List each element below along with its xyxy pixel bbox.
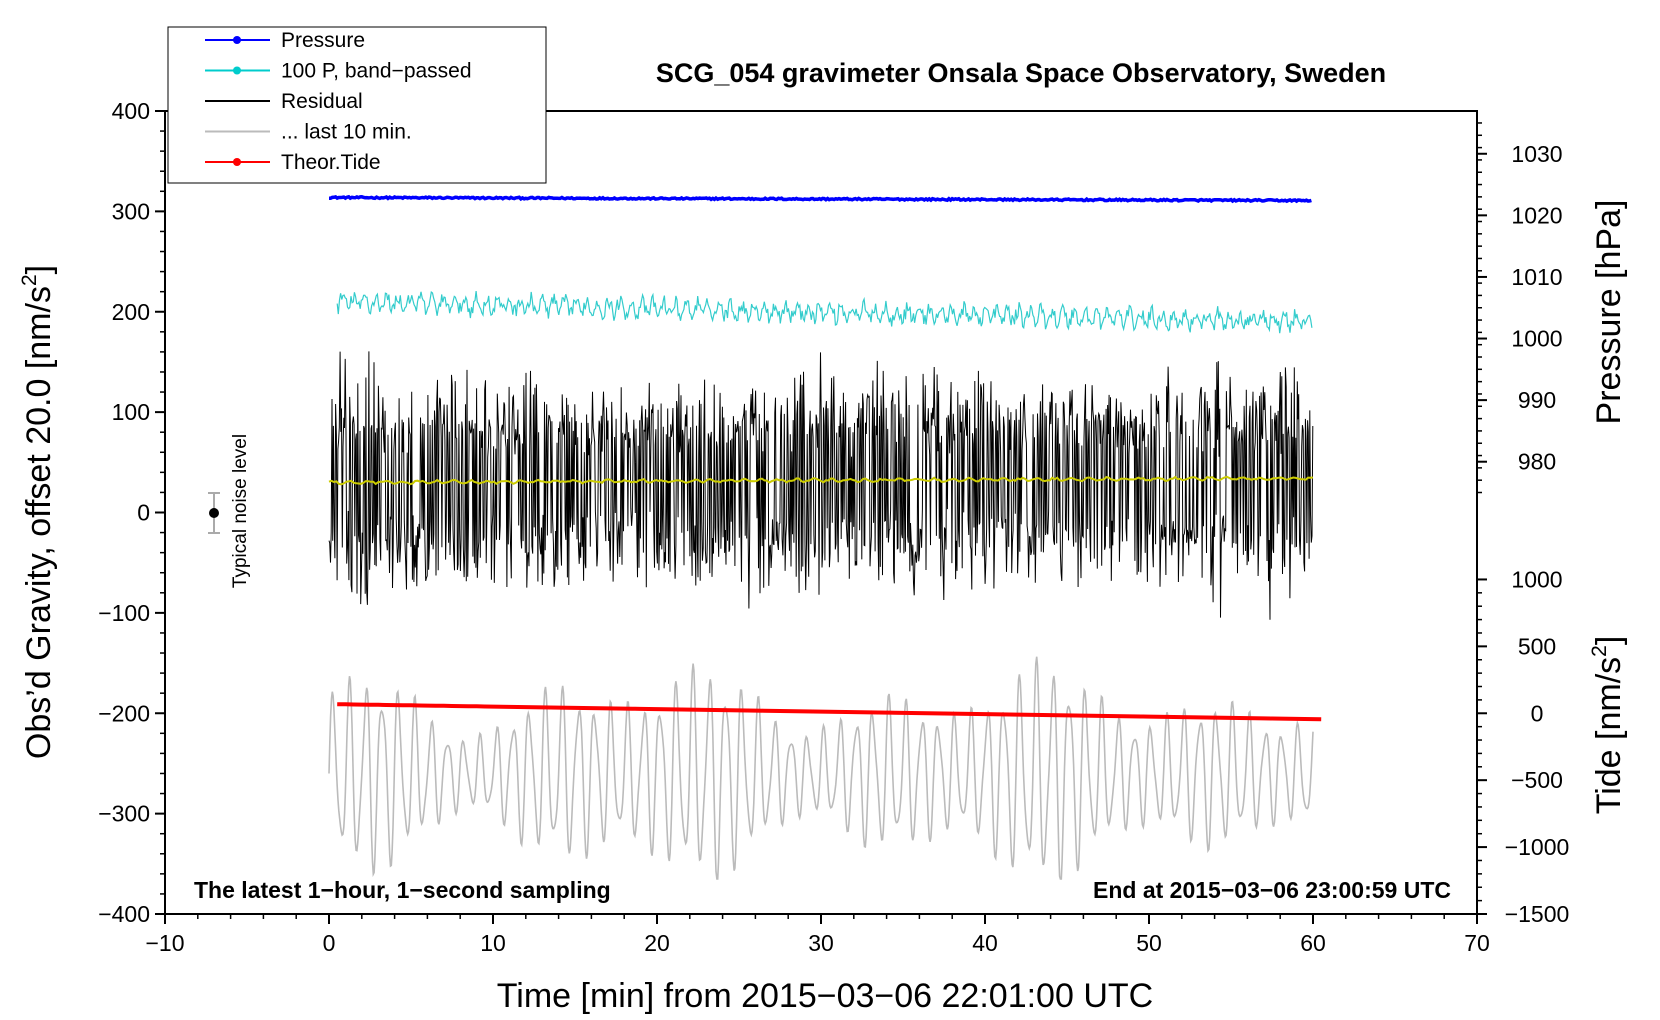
- legend-label: Residual: [281, 90, 363, 113]
- chart-title: SCG_054 gravimeter Onsala Space Observat…: [656, 58, 1386, 88]
- x-tick-label: 40: [972, 930, 998, 956]
- tide-axis-label-main: Tide [nm/s: [1590, 657, 1628, 814]
- tide-tick-label: 500: [1518, 633, 1556, 659]
- y-axis-label: Obs’d Gravity, offset 20.0 [nm/s2]: [18, 265, 58, 759]
- series-theor-tide: [337, 702, 1322, 722]
- tide-tick-label: 1000: [1511, 566, 1562, 592]
- pressure-axis-label: Pressure [hPa]: [1590, 200, 1628, 425]
- series-pressure: [329, 194, 1312, 204]
- y-axis-label-main: Obs’d Gravity, offset 20.0 [nm/s: [20, 286, 58, 759]
- legend-label: Theor.Tide: [281, 151, 381, 174]
- x-tick-label: 50: [1136, 930, 1162, 956]
- x-tick-label: −10: [145, 930, 184, 956]
- y-tick-label: −300: [98, 801, 150, 827]
- legend-item: 100 P, band−passed: [205, 60, 472, 83]
- pressure-tick-label: 1020: [1511, 202, 1562, 228]
- y-tick-label: −400: [98, 901, 150, 927]
- x-tick-label: 20: [644, 930, 670, 956]
- legend-label: 100 P, band−passed: [281, 60, 472, 83]
- y-tick-label: 100: [112, 399, 150, 425]
- pressure-tick-label: 1010: [1511, 264, 1562, 290]
- x-tick-label: 30: [808, 930, 834, 956]
- y-tick-label: 400: [112, 98, 150, 124]
- legend-marker: [233, 36, 241, 44]
- y-axis-label-end: ]: [20, 265, 58, 274]
- tide-axis-label-sup: 2: [1588, 645, 1611, 657]
- y-axis-label-sup: 2: [18, 274, 41, 286]
- y-tick-label: −100: [98, 600, 150, 626]
- x-tick-label: 70: [1464, 930, 1490, 956]
- tide-tick-label: −1000: [1505, 834, 1570, 860]
- pressure-tick-label: 1000: [1511, 326, 1562, 352]
- legend-box: [167, 26, 547, 184]
- x-tick-label: 60: [1300, 930, 1326, 956]
- noise-label: Typical noise level: [230, 434, 251, 588]
- legend-label: Pressure: [281, 29, 365, 52]
- annotation-right: End at 2015−03−06 23:00:59 UTC: [1093, 877, 1451, 903]
- legend-item: ... last 10 min.: [205, 121, 412, 144]
- tide-tick-label: 0: [1531, 700, 1544, 726]
- x-tick-label: 0: [323, 930, 336, 956]
- series-layer: [328, 194, 1322, 880]
- annotation-left: The latest 1−hour, 1−second sampling: [194, 877, 611, 903]
- pressure-tick-label: 980: [1518, 449, 1556, 475]
- legend-item: Residual: [205, 90, 363, 113]
- legend-label: ... last 10 min.: [281, 121, 412, 144]
- series-residual: [328, 351, 1314, 620]
- noise-point: [209, 508, 219, 518]
- y-tick-label: 200: [112, 299, 150, 325]
- tide-axis-label-end: ]: [1590, 636, 1628, 645]
- y-axis-left: 400 300 200 100 0 −100 −200 −300 −400: [98, 98, 165, 927]
- x-axis: −10 0 10 20 30 40 50 60 70: [145, 914, 1490, 956]
- series-residual-smoothed: [328, 475, 1314, 486]
- pressure-tick-label: 990: [1518, 387, 1556, 413]
- pressure-tick-label: 1030: [1511, 141, 1562, 167]
- tide-axis-label: Tide [nm/s2]: [1588, 636, 1628, 815]
- y-tick-label: 300: [112, 198, 150, 224]
- y-tick-label: −200: [98, 700, 150, 726]
- legend-item: Pressure: [205, 29, 365, 52]
- tide-tick-label: −1500: [1505, 901, 1570, 927]
- x-axis-label: Time [min] from 2015−03−06 22:01:00 UTC: [497, 977, 1153, 1015]
- legend-marker: [233, 66, 241, 75]
- legend: Pressure 100 P, band−passed Residual ... la…: [167, 26, 547, 184]
- series-pressure-bandpassed: [336, 291, 1313, 334]
- legend-marker: [233, 158, 241, 166]
- y-axis-pressure: 1030 1020 1010 1000 990 980: [1477, 122, 1563, 494]
- y-axis-tide: 1000 500 0 −500 −1000 −1500: [1477, 566, 1569, 927]
- tide-tick-label: −500: [1511, 767, 1563, 793]
- y-tick-label: 0: [137, 500, 150, 526]
- legend-item: Theor.Tide: [205, 151, 381, 174]
- series-last-10-min: [328, 656, 1314, 880]
- noise-indicator: Typical noise level: [208, 434, 251, 588]
- x-tick-label: 10: [480, 930, 506, 956]
- plot-frame: [164, 110, 1478, 915]
